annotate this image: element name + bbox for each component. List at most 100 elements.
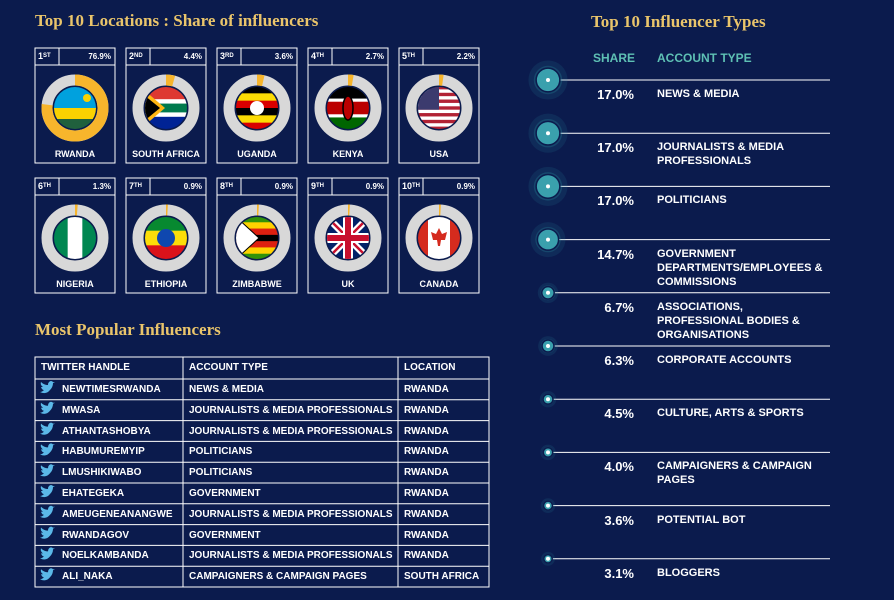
flag-part: [54, 119, 96, 129]
rank: 4TH: [311, 51, 324, 61]
flag-part: [54, 108, 96, 120]
share-dot-core: [546, 450, 550, 455]
table-cell: RWANDA: [404, 446, 449, 458]
share-label: 0.9%: [456, 182, 475, 191]
share-dot-core: [546, 503, 550, 508]
flag-part: [67, 217, 83, 259]
flag: [418, 217, 460, 259]
country-name: USA: [429, 149, 449, 159]
rank-number: 3: [220, 51, 226, 61]
flag: [236, 217, 278, 259]
table-cell: ALI_NAKA: [62, 571, 113, 583]
card: [34, 47, 116, 164]
country-name: RWANDA: [54, 149, 96, 159]
column-header: ACCOUNT TYPE: [657, 51, 752, 65]
twitter-icon: [40, 505, 55, 518]
table-cell: RWANDA: [404, 529, 449, 541]
rank-suffix: TH: [134, 183, 143, 189]
flag-part: [327, 217, 369, 259]
flag-part: [418, 119, 460, 124]
country-name: CANADA: [419, 279, 459, 289]
table-cell: NEWTIMESRWANDA: [62, 384, 161, 395]
table-cell: RWANDA: [404, 508, 449, 520]
flag-part: [236, 122, 278, 129]
country-name: UK: [341, 279, 355, 289]
share-label: 0.9%: [365, 182, 384, 191]
share-label: 4.0%: [604, 459, 634, 475]
flag-part: [54, 217, 68, 259]
flag-part: [145, 112, 187, 118]
flag-part: [327, 117, 369, 129]
flag-part: [145, 245, 187, 259]
table-cell: RWANDA: [404, 488, 449, 499]
table-cell: RWANDAGOV: [62, 529, 130, 541]
share-dot-core: [546, 556, 550, 561]
flag-part: [54, 87, 96, 109]
share-label: 1.3%: [92, 182, 111, 191]
table-cell: LMUSHIKIWABO: [62, 467, 142, 479]
card: [125, 47, 207, 164]
table-cell: ATHANTASHOBYA: [62, 425, 151, 437]
table-cell: NOELKAMBANDA: [62, 550, 149, 562]
share-label: 3.6%: [274, 52, 293, 61]
flag: [54, 217, 96, 259]
table-header: ACCOUNT TYPE: [189, 362, 268, 373]
share-label: 4.4%: [183, 52, 202, 61]
table-cell: CAMPAIGNERS & CAMPAIGN PAGES: [189, 571, 367, 583]
table-cell: JOURNALISTS & MEDIA PROFESSIONALS: [189, 404, 393, 416]
account-type: BLOGGERS: [657, 566, 720, 579]
flag-part: [250, 101, 264, 115]
table-cell: GOVERNMENT: [189, 529, 261, 541]
table-cell: JOURNALISTS & MEDIA PROFESSIONALS: [189, 425, 393, 437]
flag: [54, 87, 96, 129]
section-title: Top 10 Influencer Types: [591, 12, 766, 31]
flag-part: [418, 126, 460, 129]
table-cell: POLITICIANS: [189, 467, 253, 479]
donut-arc: [41, 74, 109, 142]
rank: 9TH: [311, 181, 324, 191]
table-cell: RWANDA: [404, 425, 449, 437]
share-label: 6.7%: [604, 299, 634, 315]
card: [307, 47, 389, 164]
share-label: 6.3%: [604, 353, 634, 368]
twitter-icon: [40, 485, 55, 498]
flag-part: [236, 253, 278, 259]
rank: 5TH: [402, 51, 415, 61]
table-cell: RWANDA: [404, 467, 449, 479]
twitter-icon: [40, 443, 55, 456]
table-cell: EHATEGEKA: [62, 488, 125, 499]
share-label: 3.6%: [604, 512, 634, 528]
rank-suffix: TH: [225, 183, 234, 189]
donut-arc: [165, 74, 176, 87]
account-type: GOVERNMENT DEPARTMENTS/EMPLOYEES & COMMI…: [657, 247, 823, 288]
country-name: ZIMBABWE: [232, 279, 282, 289]
flag-part: [418, 109, 460, 114]
flag: [145, 87, 187, 129]
table-cell: RWANDA: [404, 550, 449, 562]
share-label: 14.7%: [597, 246, 634, 262]
rank-suffix: TH: [316, 53, 325, 59]
table-cell: SOUTH AFRICA: [404, 571, 480, 583]
table-cell: RWANDA: [404, 404, 449, 416]
flag-part: [145, 99, 187, 104]
flag: [236, 87, 278, 129]
flag-part: [236, 228, 278, 236]
account-type: NEWS & MEDIA: [657, 88, 740, 100]
share-dot-core: [546, 184, 550, 189]
card: [216, 47, 298, 164]
rank-number: 10: [402, 181, 413, 191]
card: [398, 47, 480, 164]
flag-part: [83, 94, 91, 102]
rank-number: 6: [38, 181, 44, 191]
share-label: 4.5%: [604, 406, 634, 422]
share-label: 17.0%: [597, 140, 634, 156]
rank-number: 9: [311, 181, 317, 191]
account-type: ASSOCIATIONS, PROFESSIONAL BODIES & ORGA…: [657, 300, 800, 341]
country-name: ETHIOPIA: [144, 279, 188, 289]
flag-part: [418, 113, 460, 117]
account-type: CORPORATE ACCOUNTS: [657, 354, 792, 366]
country-name: SOUTH AFRICA: [132, 149, 200, 159]
rank: 10TH: [402, 181, 420, 191]
table-cell: MWASA: [62, 404, 101, 416]
